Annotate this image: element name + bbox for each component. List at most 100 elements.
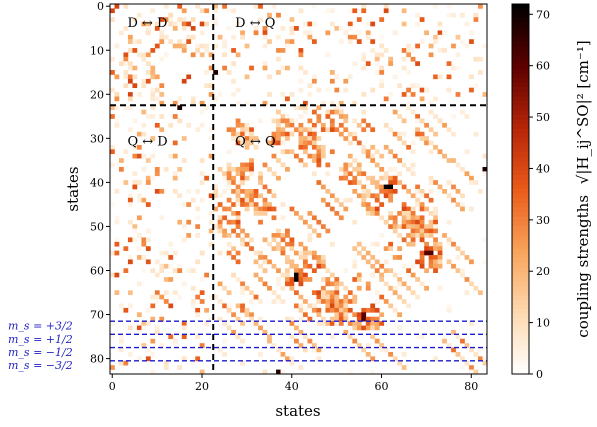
heatmap-cell (299, 277, 304, 282)
heatmap-cell (191, 17, 196, 22)
heatmap-cell (402, 48, 407, 53)
colorbar-step (512, 203, 529, 208)
heatmap-cell (281, 48, 286, 53)
heatmap-cell (361, 52, 366, 57)
heatmap-cell (312, 123, 317, 128)
heatmap-cell (110, 163, 115, 168)
heatmap-cell (164, 299, 169, 304)
heatmap-cell (433, 255, 438, 260)
heatmap-cell (307, 237, 312, 242)
heatmap-cell (290, 237, 295, 242)
heatmap-cell (478, 348, 483, 353)
heatmap-cell (384, 220, 389, 225)
heatmap-cell (132, 83, 137, 88)
heatmap-cell (478, 290, 483, 295)
heatmap-cell (186, 220, 191, 225)
heatmap-cell (173, 171, 178, 176)
heatmap-cell (132, 185, 137, 190)
heatmap-cell (285, 259, 290, 264)
heatmap-cell (321, 224, 326, 229)
heatmap-cell (388, 57, 393, 62)
heatmap-cell (402, 207, 407, 212)
heatmap-cell (321, 286, 326, 291)
heatmap-cell (290, 149, 295, 154)
heatmap-cell (276, 57, 281, 62)
heatmap-cell (339, 312, 344, 317)
heatmap-cell (155, 290, 160, 295)
heatmap-cell (294, 268, 299, 273)
heatmap-cell (146, 308, 151, 313)
heatmap-cell (123, 246, 128, 251)
heatmap-cell (316, 136, 321, 141)
heatmap-cell (263, 35, 268, 40)
heatmap-cell (240, 189, 245, 194)
heatmap-cell (146, 30, 151, 35)
heatmap-cell (267, 39, 272, 44)
heatmap-cell (456, 163, 461, 168)
heatmap-cell (433, 132, 438, 137)
y-tick-label: 60 (90, 264, 104, 277)
heatmap-cell (456, 352, 461, 357)
colorbar-step (512, 161, 529, 166)
heatmap-cell (281, 251, 286, 256)
colorbar-step (512, 152, 529, 157)
heatmap-cell (438, 30, 443, 35)
heatmap-cell (438, 251, 443, 256)
heatmap-cell (294, 119, 299, 124)
heatmap-cell (393, 229, 398, 234)
heatmap-cell (339, 202, 344, 207)
heatmap-cell (258, 299, 263, 304)
heatmap-cell (316, 233, 321, 238)
heatmap-cell (312, 290, 317, 295)
heatmap-cell (420, 119, 425, 124)
heatmap-cell (303, 127, 308, 132)
heatmap-cell (393, 273, 398, 278)
heatmap-cell (137, 193, 142, 198)
heatmap-cell (424, 141, 429, 146)
heatmap-cell (128, 202, 133, 207)
heatmap-cell (204, 308, 209, 313)
heatmap-cell (388, 167, 393, 172)
colorbar-step (512, 184, 529, 189)
heatmap-cell (245, 202, 250, 207)
heatmap-cell (231, 61, 236, 66)
heatmap-cell (460, 251, 465, 256)
heatmap-cell (146, 246, 151, 251)
heatmap-cell (123, 52, 128, 57)
colorbar-step (512, 300, 529, 305)
heatmap-cell (370, 88, 375, 93)
heatmap-cell (218, 202, 223, 207)
heatmap-cell (361, 66, 366, 71)
heatmap-cell (361, 255, 366, 260)
heatmap-cell (307, 35, 312, 40)
heatmap-cell (236, 251, 241, 256)
heatmap-cell (343, 119, 348, 124)
heatmap-cell (411, 242, 416, 247)
heatmap-cell (375, 207, 380, 212)
colorbar-tick-label: 20 (536, 265, 550, 278)
heatmap-cell (231, 48, 236, 53)
heatmap-cell (370, 264, 375, 269)
colorbar-step (512, 27, 529, 32)
heatmap-cell (159, 264, 164, 269)
heatmap-cell (146, 70, 151, 75)
heatmap-cell (366, 352, 371, 357)
heatmap-cell (334, 290, 339, 295)
heatmap-cell (424, 268, 429, 273)
heatmap-cell (379, 79, 384, 84)
heatmap-cell (330, 290, 335, 295)
colorbar-step (512, 23, 529, 28)
heatmap-cell (420, 264, 425, 269)
heatmap-cell (294, 290, 299, 295)
heatmap-cell (186, 268, 191, 273)
heatmap-cell (397, 114, 402, 119)
heatmap-cell (379, 176, 384, 181)
heatmap-cell (411, 167, 416, 172)
heatmap-cell (316, 348, 321, 353)
heatmap-cell (334, 321, 339, 326)
heatmap-cell (447, 88, 452, 93)
heatmap-cell (316, 264, 321, 269)
heatmap-cell (334, 127, 339, 132)
heatmap-cell (456, 52, 461, 57)
heatmap-cell (447, 242, 452, 247)
